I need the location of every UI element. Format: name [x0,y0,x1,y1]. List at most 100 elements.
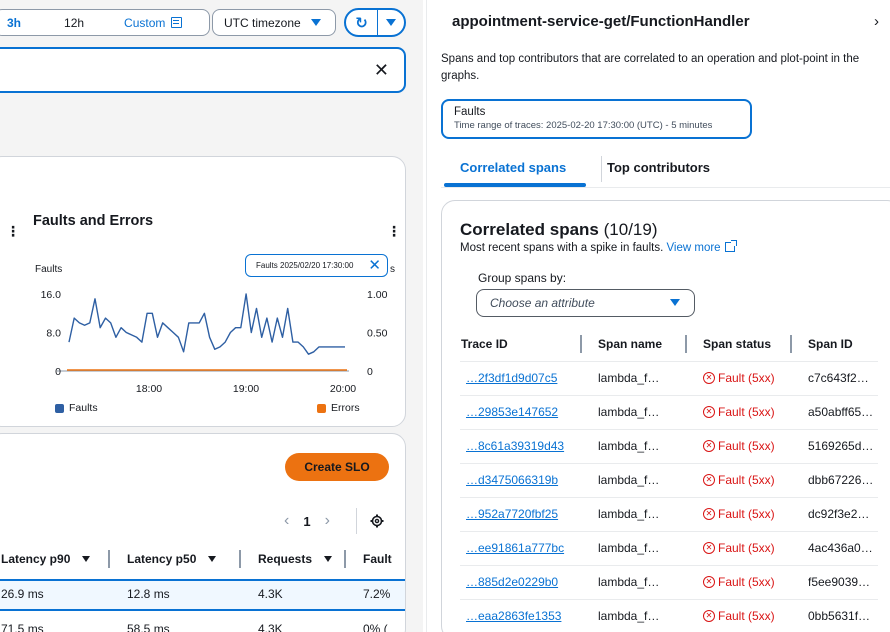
column-divider [580,335,582,353]
y-tick-label-right: 0 [367,366,373,378]
span-status-cell: ✕ Fault (5xx) [703,405,775,419]
pager-divider [356,508,357,534]
span-name-cell: lambda_f… [598,371,660,385]
col-requests[interactable]: Requests [258,552,333,566]
span-name-cell: lambda_f… [598,507,660,521]
calendar-icon [171,17,183,28]
range-3h-button[interactable]: 3h [7,15,22,30]
y-tick-label-left: 16.0 [41,289,62,301]
span-id-cell: c7c643f2… [808,371,869,385]
col-latency-p50[interactable]: Latency p50 [127,552,217,566]
selected-metric-token[interactable]: Faults Time range of traces: 2025-02-20 … [441,99,752,139]
page-number[interactable]: 1 [303,513,311,529]
col-span-name[interactable]: Span name [598,337,663,351]
faults-errors-chart-card: ⋮ Faults and Errors ⋮ Faults 16.0 8.0 0 1.0… [0,156,406,427]
span-status-label: Fault (5xx) [718,439,775,453]
col-latency-p90[interactable]: Latency p90 [1,552,91,566]
pane-divider [426,0,427,632]
span-status-cell: ✕ Fault (5xx) [703,439,775,453]
y-tick-label-right: 0.50 [367,328,388,340]
row-divider [460,599,878,600]
fault-icon: ✕ [703,440,715,452]
chevron-right-icon[interactable]: › [324,512,330,529]
chart-point-tooltip[interactable]: Faults 2025/02/20 17:30:00 ✕ [245,254,388,277]
tab-correlated-spans[interactable]: Correlated spans [460,160,567,175]
close-icon[interactable]: ✕ [368,257,381,274]
trace-id-link[interactable]: …885d2e0229b0 [466,575,559,589]
col-trace-id[interactable]: Trace ID [461,337,508,351]
external-link-icon [724,240,737,252]
fault-icon: ✕ [703,542,715,554]
range-custom-button[interactable]: Custom [124,10,183,35]
span-status-cell: ✕ Fault (5xx) [703,473,775,487]
col-span-status[interactable]: Span status [703,337,772,351]
span-status-cell: ✕ Fault (5xx) [703,609,775,623]
refresh-button[interactable]: ↻ [346,10,378,35]
col-fault[interactable]: Fault [363,552,392,566]
tab-top-contributors[interactable]: Top contributors [607,160,711,175]
span-status-cell: ✕ Fault (5xx) [703,507,775,521]
group-by-placeholder: Choose an attribute [490,296,595,310]
create-slo-button[interactable]: Create SLO [285,453,389,481]
col-fault-label: Fault [363,552,392,566]
timezone-select[interactable]: UTC timezone [212,9,336,36]
caret-down-icon [670,299,680,306]
trace-time-range: Time range of traces: 2025-02-20 17:30:0… [454,120,713,131]
legend-label-errors: Errors [331,402,360,414]
span-id-cell: 4ac436a0… [808,541,873,555]
trace-id-link[interactable]: …2f3df1d9d07c5 [466,371,558,385]
cell-latency-p90: 71.5 ms [1,622,44,632]
clear-filter-icon[interactable]: ✕ [373,60,389,80]
span-id-cell: dbb67226… [808,473,874,487]
trace-id-link[interactable]: …d3475066319b [466,473,559,487]
row-divider [460,361,878,362]
y-tick-label-left: 8.0 [46,328,61,340]
chart-y-axis-label: Faults [35,264,63,275]
more-options-icon[interactable]: ⋮ [6,223,20,239]
group-by-select[interactable]: Choose an attribute [476,289,695,317]
span-status-label: Fault (5xx) [718,405,775,419]
caret-down-icon [311,19,321,26]
x-tick-label: 18:00 [136,383,162,395]
refresh-interval-dropdown[interactable] [378,10,404,35]
range-12h-button[interactable]: 12h [64,15,85,30]
column-divider [685,335,687,353]
col-requests-label: Requests [258,552,313,566]
legend-errors[interactable]: Errors [317,402,360,414]
panel-title: appointment-service-get/FunctionHandler [452,13,750,30]
view-more-label: View more [666,242,721,254]
refresh-icon: ↻ [355,14,368,32]
spans-count: (10/19) [603,220,658,239]
chart-menu-icon[interactable]: ⋮ [387,223,401,239]
tooltip-overflow-text: s [390,264,395,275]
span-status-cell: ✕ Fault (5xx) [703,371,775,385]
col-span-id[interactable]: Span ID [808,337,853,351]
spans-subtitle-text: Most recent spans with a spike in faults… [460,242,664,254]
spans-title: Correlated spans [460,220,599,239]
span-name-cell: lambda_f… [598,575,660,589]
view-more-link[interactable]: View more [666,240,737,254]
span-id-cell: a50abff65… [808,405,874,419]
span-name-cell: lambda_f… [598,439,660,453]
row-divider [460,497,878,498]
trace-id-link[interactable]: …ee91861a777bc [466,541,565,555]
x-tick-label: 19:00 [233,383,259,395]
cell-requests: 4.3K [258,622,283,632]
legend-swatch-faults [55,403,64,413]
cell-latency-p90: 26.9 ms [1,587,44,601]
sort-icon [208,556,217,562]
legend-faults[interactable]: Faults [55,402,98,414]
column-divider [790,335,792,353]
pagination: ‹ 1 › [284,512,330,530]
close-panel-icon[interactable]: › [874,13,879,30]
chevron-left-icon[interactable]: ‹ [284,512,290,529]
trace-id-link[interactable]: …8c61a39319d43 [466,439,565,453]
trace-id-link[interactable]: …952a7720fbf25 [466,507,559,521]
filter-input[interactable]: ✕ [0,47,406,93]
span-status-label: Fault (5xx) [718,541,775,555]
trace-id-link[interactable]: …eaa2863fe1353 [466,609,562,623]
table-row-selected[interactable] [0,579,405,611]
gear-icon[interactable] [370,514,384,528]
panel-description: Spans and top contributors that are corr… [441,53,860,82]
trace-id-link[interactable]: …29853e147652 [466,405,559,419]
